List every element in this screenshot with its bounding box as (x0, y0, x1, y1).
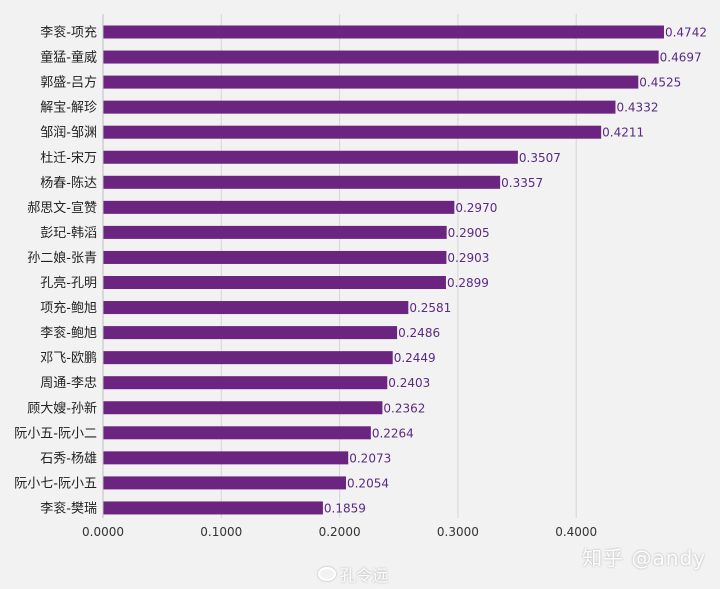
data-label: 0.1859 (324, 501, 366, 515)
data-label: 0.2073 (349, 451, 391, 465)
data-label: 0.4697 (660, 51, 702, 65)
grid-lines (220, 14, 577, 518)
data-label: 0.3357 (501, 176, 543, 190)
bar (103, 326, 398, 340)
bar (103, 100, 616, 114)
category-label: 孙二娘-张青 (27, 251, 97, 266)
category-label: 郭盛-吕方 (40, 75, 97, 91)
x-tick-label: 0.4000 (555, 525, 597, 539)
category-label: 孔亮-孔明 (40, 275, 97, 291)
bar (103, 401, 383, 415)
weibo-icon (318, 567, 336, 581)
x-axis-tick-labels: 0.0000 0.1000 0.2000 0.3000 0.4000 (82, 525, 597, 539)
category-label: 李衮-项充 (40, 25, 97, 41)
x-tick-label: 0.3000 (437, 525, 479, 539)
data-label: 0.2486 (398, 326, 440, 340)
data-label: 0.2970 (455, 201, 497, 215)
bar (103, 50, 659, 64)
data-label: 0.2903 (447, 251, 489, 265)
bar (103, 125, 602, 139)
bar (103, 276, 446, 289)
category-label: 邓飞-欧鹏 (40, 351, 97, 366)
category-labels: 李衮-项充童猛-童威郭盛-吕方解宝-解珍邹润-邹渊杜迁-宋万杨春-陈达郝思文-宣… (14, 25, 97, 517)
data-label: 0.2362 (383, 401, 425, 415)
data-label: 0.2054 (347, 476, 389, 490)
data-label: 0.2449 (394, 351, 436, 365)
bar (103, 250, 447, 264)
data-label: 0.2264 (372, 426, 414, 440)
zhihu-watermark: 知乎 @andy (582, 546, 706, 570)
category-label: 李衮-鲍旭 (40, 325, 97, 341)
bar (103, 175, 501, 189)
data-label: 0.2905 (448, 226, 490, 240)
bar (103, 501, 323, 515)
value-labels: 0.4742 0.4697 0.4525 0.4332 0.4211 0.3507 0.33… (324, 26, 707, 516)
category-label: 阮小七-阮小五 (14, 476, 97, 491)
bar (103, 476, 346, 490)
weibo-watermark: 孔令远 (318, 562, 388, 586)
bar (103, 451, 349, 465)
bar (103, 25, 664, 39)
x-tick-label: 0.0000 (82, 525, 124, 539)
data-label: 0.3507 (519, 151, 561, 165)
category-label: 项充-鲍旭 (40, 300, 97, 316)
bar (103, 150, 518, 164)
data-label: 0.4211 (602, 126, 644, 140)
category-label: 童猛-童威 (40, 50, 97, 66)
data-label: 0.4332 (616, 101, 658, 115)
category-label: 阮小五-阮小二 (14, 426, 97, 441)
bars (103, 25, 664, 515)
data-label: 0.2403 (388, 376, 430, 390)
category-label: 郝思文-宣赞 (27, 200, 97, 216)
x-tick-label: 0.2000 (319, 525, 361, 539)
category-label: 周通-李忠 (40, 376, 97, 391)
bar (103, 225, 447, 239)
data-label: 0.4742 (665, 26, 707, 40)
data-label: 0.2581 (409, 301, 451, 315)
category-label: 石秀-杨雄 (40, 451, 97, 466)
data-label: 0.2899 (447, 276, 489, 290)
bar (103, 200, 455, 214)
category-label: 杨春-陈达 (40, 175, 97, 191)
category-label: 解宝-解珍 (40, 101, 97, 116)
category-label: 邹润-邹渊 (40, 125, 97, 141)
category-label: 李衮-樊瑞 (40, 500, 97, 516)
category-label: 杜迁-宋万 (40, 151, 97, 166)
bar (103, 75, 639, 89)
bar (103, 376, 388, 390)
bar (103, 351, 393, 365)
category-label: 彭玘-韩滔 (40, 226, 97, 241)
data-label: 0.4525 (639, 76, 681, 90)
x-tick-label: 0.1000 (200, 525, 242, 539)
weibo-watermark-text: 孔令远 (340, 566, 389, 585)
bar (103, 301, 409, 315)
bar (103, 426, 371, 440)
category-label: 顾大嫂-孙新 (27, 400, 97, 416)
